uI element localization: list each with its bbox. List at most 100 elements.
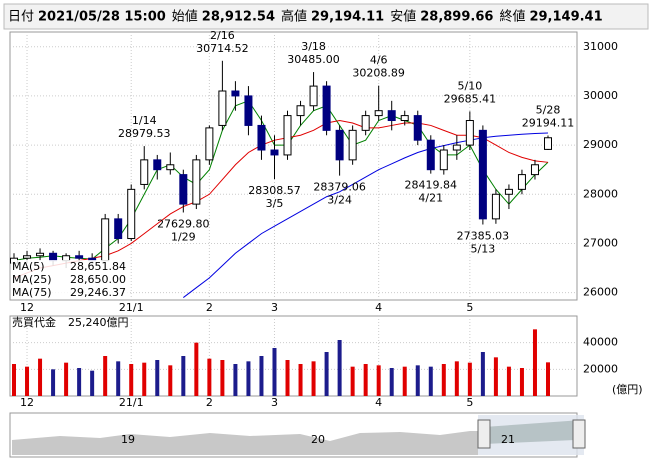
annotation-value: 28979.53 — [118, 127, 171, 140]
y-tick-label: 29000 — [583, 138, 618, 151]
volume-bar — [90, 370, 95, 396]
candle-body — [283, 115, 292, 156]
volume-bar — [142, 362, 147, 396]
volume-bar — [428, 366, 433, 396]
ma-line — [183, 132, 549, 298]
volume-bar — [493, 357, 498, 396]
volume-bar — [519, 368, 524, 396]
annotation-value: 28308.57 — [248, 184, 301, 197]
header-value: 28,912.54 — [202, 10, 275, 25]
candle-body — [257, 124, 266, 151]
volume-bar — [337, 340, 342, 396]
candle-body — [192, 159, 201, 205]
volume-bar — [480, 352, 485, 396]
candle-body — [517, 174, 526, 190]
candle-body — [413, 115, 422, 141]
legend-value: 29,246.37 — [70, 286, 126, 299]
volume-bar — [64, 362, 69, 396]
navigator-label: 21 — [501, 433, 515, 446]
y-tick-label: 26000 — [583, 286, 618, 299]
candle-body — [504, 188, 513, 195]
candle-body — [49, 252, 58, 262]
candle-body — [491, 193, 500, 220]
legend-name: MA(75) — [12, 286, 52, 299]
candle-body — [101, 218, 110, 262]
candle-body — [218, 90, 227, 126]
candle-body — [478, 129, 487, 220]
volume-bar — [51, 369, 56, 396]
x-tick-label: 21/1 — [119, 396, 144, 409]
volume-bar — [181, 356, 186, 396]
volume-bar — [363, 364, 368, 396]
volume-bar — [77, 368, 82, 396]
candle-body — [140, 159, 149, 185]
candle-body — [400, 115, 409, 122]
annotation-date: 5/13 — [471, 243, 496, 256]
volume-bar — [454, 361, 459, 396]
x-tick-label: 4 — [375, 396, 382, 409]
annotation-value: 29685.41 — [444, 92, 497, 105]
x-tick-label: 12 — [20, 396, 34, 409]
volume-bar — [311, 361, 316, 396]
annotation-value: 27629.80 — [157, 217, 210, 230]
y-tick-label: 27000 — [583, 236, 618, 249]
annotation-date: 3/24 — [327, 194, 352, 207]
volume-bar — [402, 366, 407, 396]
candle-body — [270, 149, 279, 156]
volume-bar — [155, 360, 160, 396]
header-value: 29,194.11 — [311, 10, 384, 25]
candle-body — [452, 144, 461, 151]
header: 日付 2021/05/28 15:00 始値 28,912.54 高値 29,194.11… — [8, 9, 603, 25]
navigator-handle-right[interactable] — [572, 419, 586, 449]
navigator-handle-left[interactable] — [477, 419, 491, 449]
x-tick-label: 4 — [375, 301, 382, 314]
legend-box — [11, 260, 129, 299]
candle-body — [387, 110, 396, 122]
annotation-value: 30714.52 — [196, 42, 249, 55]
volume-bar — [220, 360, 225, 396]
header-value: 29,149.41 — [529, 10, 602, 25]
candle-body — [153, 159, 162, 171]
volume-bar — [350, 366, 355, 396]
volume-bar — [324, 352, 329, 396]
volume-bar — [259, 356, 264, 396]
x-tick-label: 5 — [466, 396, 473, 409]
candle-body — [23, 255, 32, 259]
candle-body — [439, 149, 448, 171]
y-tick-label: 40000 — [583, 336, 618, 349]
annotation-date: 1/29 — [171, 230, 196, 243]
candle-body — [75, 255, 84, 259]
candle-body — [244, 95, 253, 126]
navigator-history — [12, 431, 478, 455]
candle-body — [544, 137, 552, 150]
candle-body — [465, 120, 474, 146]
header-value: 28,899.66 — [420, 10, 493, 25]
volume-bar — [129, 364, 134, 396]
x-tick-label: 5 — [466, 301, 473, 314]
header-label: 安値 — [390, 9, 416, 25]
header-label: 日付 — [8, 10, 34, 25]
volume-bar — [103, 356, 108, 396]
volume-bar — [38, 358, 43, 396]
volume-bar — [285, 360, 290, 396]
annotation-value: 28379.06 — [313, 181, 366, 194]
navigator-selected — [484, 420, 582, 444]
navigator-label: 20 — [311, 433, 325, 446]
y-tick-label: 30000 — [583, 89, 618, 102]
volume-bar — [546, 362, 550, 396]
candle-body — [309, 85, 318, 107]
candle-body — [322, 85, 331, 131]
candle-body — [114, 218, 123, 240]
annotation-value: 29194.11 — [522, 117, 575, 130]
volume-bar — [233, 364, 238, 396]
annotation-date: 5/28 — [536, 104, 561, 117]
annotation-date: 3/18 — [301, 40, 326, 53]
volume-bar — [506, 366, 511, 396]
volume-bar — [207, 358, 212, 396]
volume-unit: (億円) — [612, 383, 643, 396]
volume-bar — [441, 364, 446, 396]
candle-body — [361, 115, 370, 131]
header-label: 高値 — [281, 9, 307, 25]
annotation-value: 30208.89 — [352, 67, 405, 80]
